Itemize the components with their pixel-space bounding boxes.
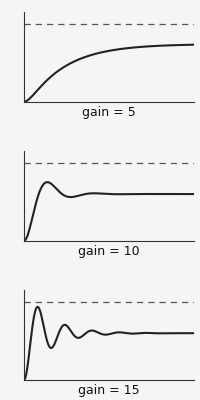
- X-axis label: gain = 10: gain = 10: [78, 245, 140, 258]
- X-axis label: gain = 15: gain = 15: [78, 384, 140, 397]
- X-axis label: gain = 5: gain = 5: [82, 106, 136, 119]
